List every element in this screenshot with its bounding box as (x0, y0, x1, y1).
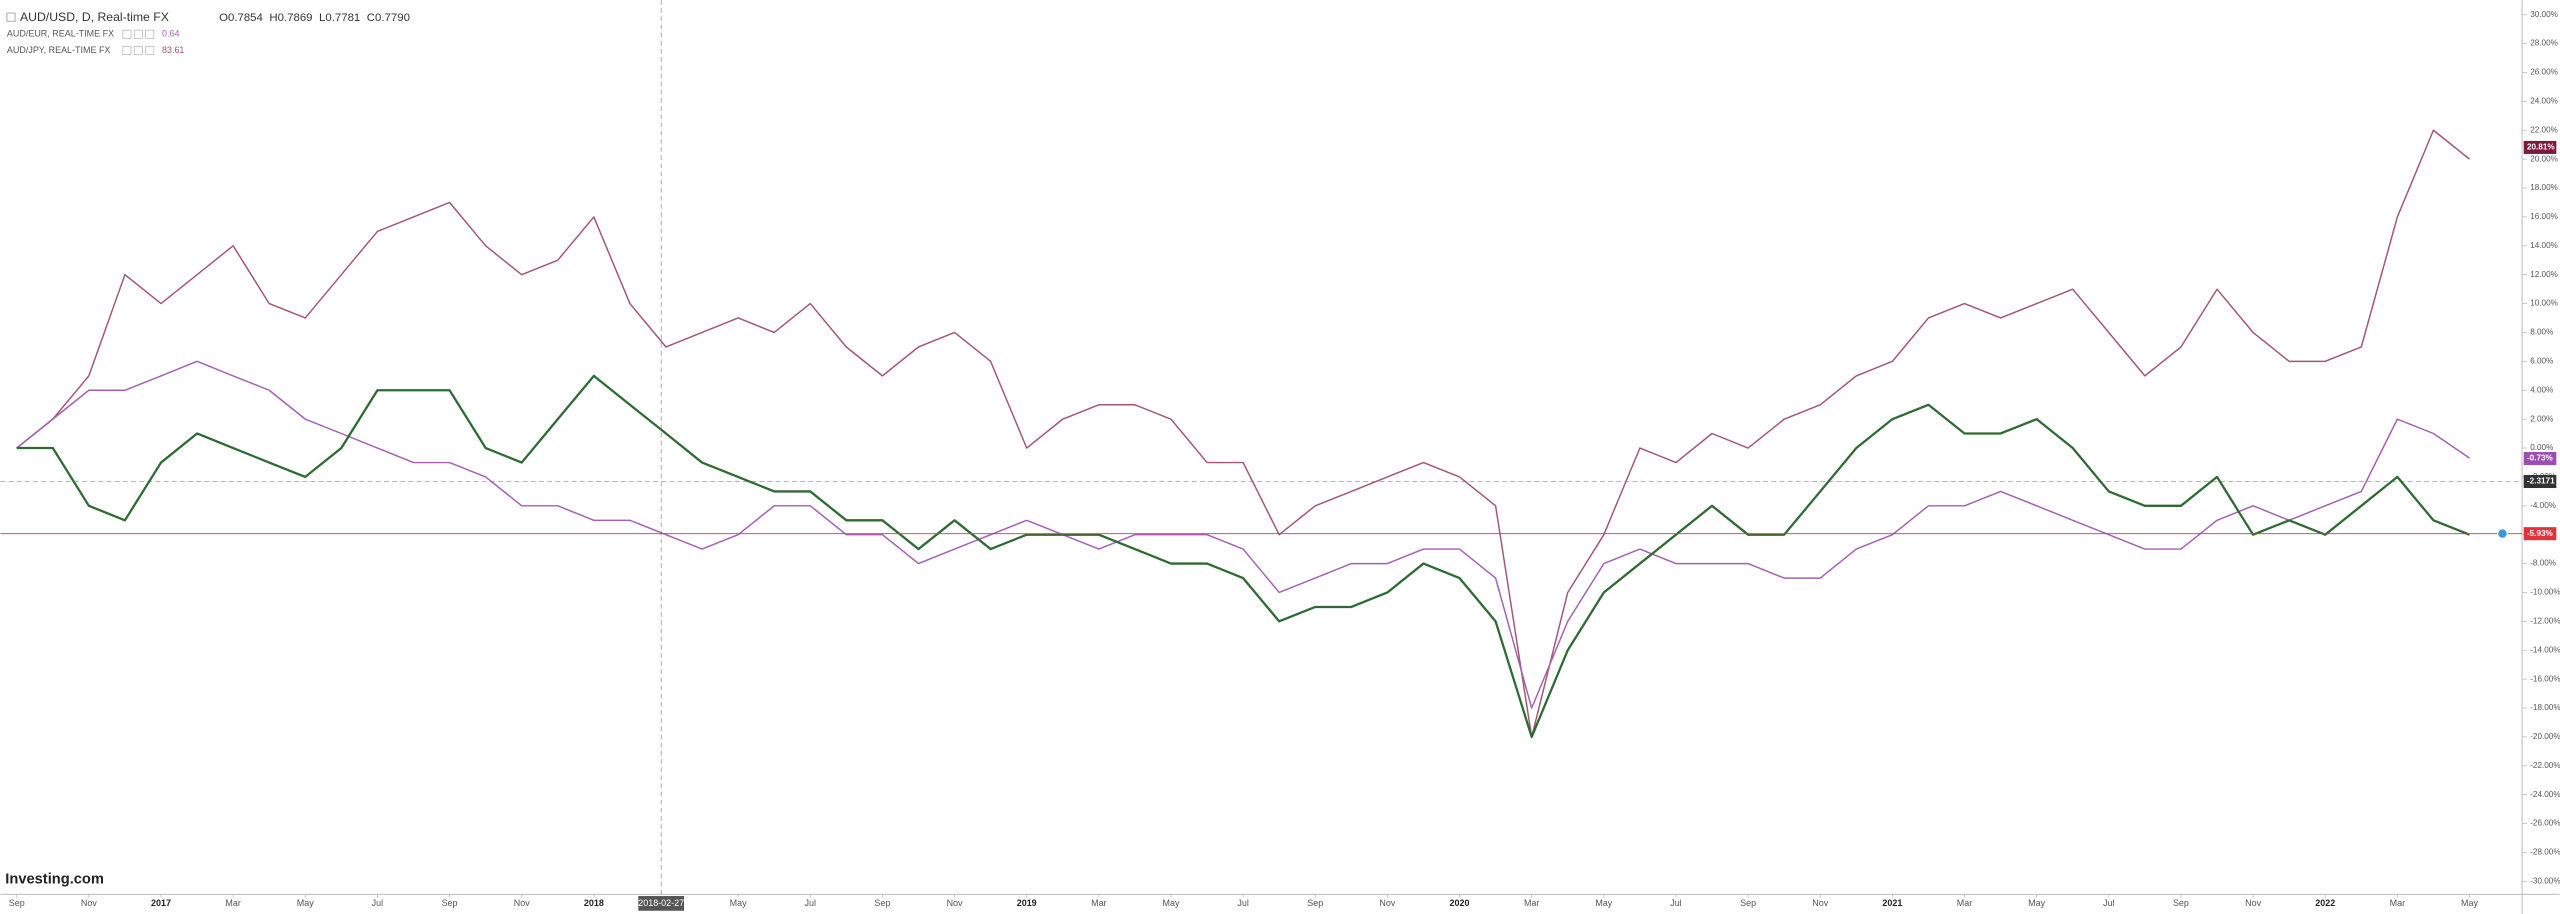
crosshair-x-label: 2018-02-27 (638, 898, 684, 908)
legend-value: 83.61 (162, 45, 184, 55)
x-tick-label: Jul (372, 898, 383, 908)
x-tick-label: May (2028, 898, 2045, 908)
logo: Investing.com (5, 872, 104, 888)
y-tick-label: 0.00% (2530, 443, 2553, 452)
legend-button (122, 46, 132, 56)
x-tick-label: 2018 (584, 898, 604, 908)
crosshair-y-label: -2.3171 (2527, 477, 2555, 486)
y-tick-label: 14.00% (2530, 241, 2558, 250)
series-line (16, 129, 2470, 738)
price-tag (2523, 452, 2557, 466)
x-tick-label: May (730, 898, 747, 908)
legend-button (133, 29, 143, 39)
y-tick-label: -22.00% (2530, 761, 2560, 770)
x-tick-label: Nov (81, 898, 97, 908)
x-tick-label: 2020 (1450, 898, 1470, 908)
x-tick-label: 2022 (2315, 898, 2335, 908)
price-tag-label: -5.93% (2527, 529, 2554, 538)
plot-area (0, 0, 2522, 894)
crosshair-x-tag (638, 896, 685, 911)
x-tick-label: 2019 (1017, 898, 1037, 908)
x-tick-label: May (2461, 898, 2478, 908)
y-tick-label: -12.00% (2530, 617, 2560, 626)
y-tick-label: -14.00% (2530, 645, 2560, 654)
x-tick-label: Mar (225, 898, 240, 908)
y-tick-label: -16.00% (2530, 674, 2560, 683)
y-tick-label: 18.00% (2530, 183, 2558, 192)
series-line (16, 360, 2470, 709)
x-tick-label: Mar (1091, 898, 1106, 908)
y-tick-label: 26.00% (2530, 68, 2558, 77)
price-tag-label: 20.81% (2527, 143, 2555, 152)
ohlc-value: O0.7854 (219, 12, 263, 24)
y-tick-label: 16.00% (2530, 212, 2558, 221)
x-tick-label: Jul (1670, 898, 1681, 908)
y-tick-label: -10.00% (2530, 588, 2560, 597)
x-tick-label: Nov (1379, 898, 1395, 908)
x-tick-label: May (297, 898, 314, 908)
y-tick-label: 2.00% (2530, 414, 2553, 423)
ohlc-value: C0.7790 (367, 12, 410, 24)
y-tick-label: 30.00% (2530, 10, 2558, 19)
y-tick-label: 28.00% (2530, 39, 2558, 48)
x-tick-label: 2021 (1882, 898, 1902, 908)
y-tick-label: 22.00% (2530, 125, 2558, 134)
y-tick-label: 8.00% (2530, 328, 2553, 337)
x-tick-label: Jul (2103, 898, 2114, 908)
y-tick-label: -20.00% (2530, 732, 2560, 741)
legend-button (122, 29, 132, 39)
ohlc-value: L0.7781 (319, 12, 360, 24)
current-marker (2496, 528, 2509, 540)
x-tick-label: Sep (442, 898, 458, 908)
price-tag (2523, 140, 2557, 154)
legend-value: 0.64 (162, 29, 179, 39)
x-tick-label: 2017 (151, 898, 171, 908)
series-line (16, 374, 2470, 739)
x-tick-label: Jul (805, 898, 816, 908)
x-tick-label: Nov (947, 898, 963, 908)
legend-button (133, 46, 143, 56)
x-tick-label: Sep (874, 898, 890, 908)
x-tick-label: Sep (2173, 898, 2189, 908)
legend-entry: AUD/JPY, REAL-TIME FX (7, 45, 111, 55)
y-tick-label: 10.00% (2530, 299, 2558, 308)
x-tick-label: Nov (1812, 898, 1828, 908)
y-tick-label: -4.00% (2530, 501, 2556, 510)
y-tick-label: -28.00% (2530, 848, 2560, 857)
x-tick-label: Mar (1957, 898, 1972, 908)
y-tick-label: 6.00% (2530, 357, 2553, 366)
y-tick-label: 24.00% (2530, 97, 2558, 106)
crosshair-y-tag (2523, 474, 2557, 489)
price-tag (2523, 527, 2557, 541)
x-tick-label: Sep (9, 898, 25, 908)
main-legend: AUD/USD, D, Real-time FX (20, 10, 169, 24)
y-tick-label: -26.00% (2530, 819, 2560, 828)
x-tick-label: Mar (2390, 898, 2405, 908)
y-tick-label: -30.00% (2530, 877, 2560, 886)
price-tag-label: -0.73% (2527, 454, 2554, 463)
ohlc-value: H0.7869 (269, 12, 312, 24)
x-tick-label: Nov (2245, 898, 2261, 908)
x-tick-label: Sep (1740, 898, 1756, 908)
y-tick-label: -24.00% (2530, 790, 2560, 799)
x-tick-label: May (1162, 898, 1179, 908)
y-tick-label: 20.00% (2530, 154, 2558, 163)
legend-entry: AUD/EUR, REAL-TIME FX (7, 29, 114, 39)
ohlc: O0.7854 H0.7869 L0.7781 C0.7790 (219, 12, 410, 24)
x-tick-label: May (1595, 898, 1612, 908)
x-tick-label: Sep (1307, 898, 1323, 908)
collapse-icon[interactable] (6, 12, 16, 22)
x-tick-label: Nov (514, 898, 530, 908)
x-tick-label: Mar (1524, 898, 1539, 908)
legend-button (145, 29, 155, 39)
y-tick-label: -18.00% (2530, 703, 2560, 712)
legend-button (145, 46, 155, 56)
y-tick-label: -8.00% (2530, 559, 2556, 568)
x-tick-label: Jul (1237, 898, 1248, 908)
y-tick-label: 4.00% (2530, 385, 2553, 394)
y-tick-label: 12.00% (2530, 270, 2558, 279)
